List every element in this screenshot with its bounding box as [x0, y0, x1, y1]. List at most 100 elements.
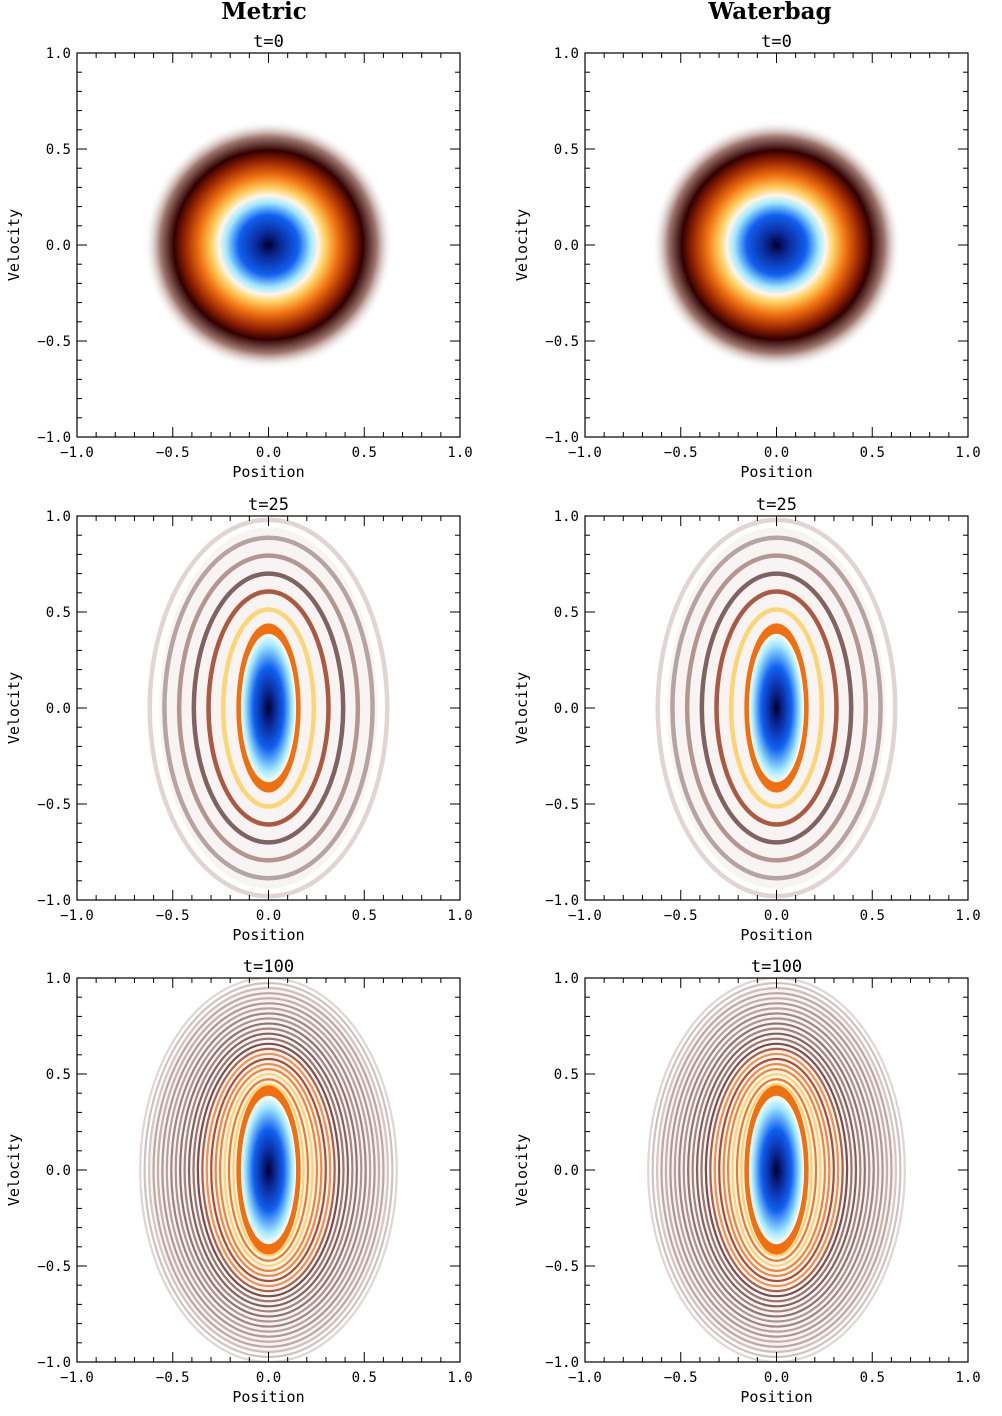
filament-ring	[219, 1068, 318, 1272]
x-axis-label: Position	[740, 926, 812, 944]
filament-ring	[191, 571, 346, 845]
x-tick-label: 0.5	[352, 445, 377, 461]
panel-waterbag-t25: −1.0 −0.5 0.0 0.5 1.0 −1.0 −0.5 0.0 0.5 1.0 t=25 Po…	[513, 495, 981, 944]
y-axis-label: Velocity	[5, 1134, 23, 1206]
filament-ring	[670, 535, 883, 881]
filament-ring	[152, 992, 385, 1348]
x-tick-label: −0.5	[156, 1370, 190, 1386]
y-tick-label: −0.5	[545, 1259, 579, 1275]
y-tick-label: −0.5	[545, 334, 579, 350]
x-tick-label: 0.5	[352, 1370, 377, 1386]
y-tick-label: 0.0	[554, 701, 579, 717]
filament-ring	[664, 997, 889, 1343]
filament-ring	[655, 987, 898, 1353]
filament-ring	[201, 1047, 336, 1293]
x-tick-label: −0.5	[156, 908, 190, 924]
filament-ring	[695, 1032, 858, 1308]
filament-ring	[227, 1078, 310, 1262]
y-tick-label: 0.5	[554, 1067, 579, 1083]
density-disc	[144, 120, 393, 370]
x-tick-label: −0.5	[664, 1370, 698, 1386]
x-tick-label: 0.0	[256, 445, 281, 461]
filament-ring	[179, 1022, 358, 1318]
filament-ring	[139, 978, 398, 1362]
y-tick-label: 1.0	[554, 46, 579, 62]
x-axis-label: Position	[232, 463, 304, 481]
filament-ring	[728, 607, 825, 809]
filament-ring	[691, 1027, 862, 1313]
column-title-waterbag: Waterbag	[707, 0, 831, 25]
x-tick-label: −0.5	[664, 445, 698, 461]
heatmap	[652, 120, 901, 370]
filament-ring	[673, 1007, 880, 1333]
filament-ring	[647, 978, 906, 1362]
y-tick-label: 1.0	[554, 509, 579, 525]
x-axis-label: Position	[740, 463, 812, 481]
y-tick-label: 1.0	[554, 971, 579, 987]
y-tick-label: −1.0	[545, 893, 579, 909]
y-tick-label: −1.0	[37, 893, 71, 909]
filament-ring	[704, 1042, 849, 1298]
y-tick-label: 0.5	[46, 142, 71, 158]
filament-ring	[660, 992, 893, 1348]
x-tick-label: −1.0	[568, 908, 602, 924]
filament-ring	[170, 1012, 367, 1328]
y-tick-label: 1.0	[46, 971, 71, 987]
y-tick-label: 0.0	[554, 1163, 579, 1179]
x-tick-label: −1.0	[60, 445, 94, 461]
filament-ring	[162, 535, 375, 881]
filament-ring	[682, 1017, 871, 1323]
x-tick-label: 0.0	[764, 1370, 789, 1386]
y-tick-label: −0.5	[37, 334, 71, 350]
x-tick-label: 0.5	[860, 1370, 885, 1386]
y-axis-label: Velocity	[513, 1134, 531, 1206]
y-tick-label: −0.5	[37, 1259, 71, 1275]
filament-ring	[700, 1037, 853, 1303]
x-tick-label: 0.5	[860, 445, 885, 461]
y-tick-label: −1.0	[37, 1355, 71, 1371]
filament-ring	[196, 1042, 341, 1298]
x-tick-label: −1.0	[568, 445, 602, 461]
heatmap	[144, 120, 393, 370]
y-tick-label: 1.0	[46, 509, 71, 525]
dense-core	[748, 1095, 805, 1245]
filament-ring	[156, 997, 381, 1343]
filament-ring	[727, 1068, 826, 1272]
panel-metric-t100: −1.0 −0.5 0.0 0.5 1.0 −1.0 −0.5 0.0 0.5 1.0 t=100 P…	[5, 957, 473, 1406]
x-tick-label: 0.0	[256, 1370, 281, 1386]
x-tick-label: −1.0	[568, 1370, 602, 1386]
x-tick-label: 0.5	[352, 908, 377, 924]
x-tick-label: 1.0	[447, 1370, 472, 1386]
filament-ring	[192, 1037, 345, 1303]
y-tick-label: −0.5	[545, 797, 579, 813]
panel-title: t=100	[751, 957, 802, 977]
filament-ring	[232, 1083, 305, 1257]
filament-ring	[714, 589, 839, 827]
heatmap	[655, 517, 898, 899]
x-axis-label: Position	[232, 1388, 304, 1406]
panel-title: t=100	[243, 957, 294, 977]
y-tick-label: 0.0	[554, 238, 579, 254]
y-tick-label: 0.0	[46, 701, 71, 717]
filament-ring	[722, 1062, 831, 1278]
filament-ring	[205, 1052, 332, 1288]
filament-ring	[709, 1047, 844, 1293]
filament-ring	[669, 1002, 884, 1338]
x-tick-label: 0.0	[764, 445, 789, 461]
y-axis-label: Velocity	[513, 672, 531, 744]
filament-ring	[687, 1022, 866, 1318]
filament-ring	[174, 1017, 363, 1323]
filament-ring	[684, 553, 869, 863]
filament-ring	[678, 1012, 875, 1328]
x-tick-label: 0.0	[764, 908, 789, 924]
x-tick-label: −0.5	[664, 908, 698, 924]
x-tick-label: 1.0	[955, 445, 980, 461]
panel-title: t=25	[248, 495, 289, 515]
y-tick-label: 0.5	[554, 142, 579, 158]
y-tick-label: −1.0	[37, 430, 71, 446]
y-tick-label: 0.5	[554, 605, 579, 621]
x-axis-label: Position	[740, 1388, 812, 1406]
filament-ring	[183, 1027, 354, 1313]
filament-ring	[161, 1002, 376, 1338]
